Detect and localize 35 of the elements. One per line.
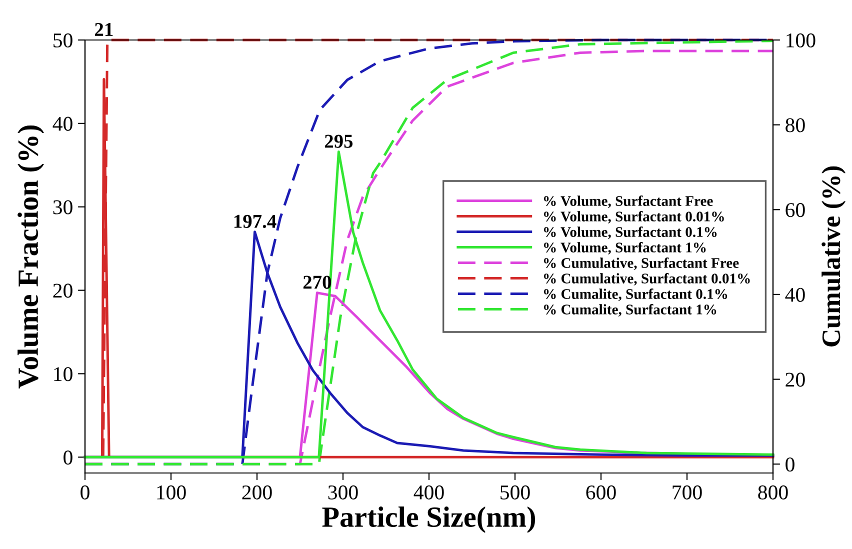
y-tick-label: 0 [64,450,72,465]
legend-label: % Cumulative, Surfactant Free [544,258,739,270]
legend-label: % Cumalite, Surfactant 0.1% [544,288,728,302]
legend-label: % Volume, Surfactant Free [544,196,713,208]
legend-label: % Volume, Surfactant 0.01% [544,211,724,224]
x-tick-label: 400 [414,485,444,500]
y-axis-title: Volume Fraction (%) [18,125,44,388]
x-tick-label: 0 [80,485,90,500]
legend-label: % Volume, Surfactant 1% [544,242,706,255]
x-tick-label: 200 [242,485,272,500]
y2-tick-label: 80 [786,118,805,132]
x-tick-label: 800 [758,485,788,500]
legend-label: % Volume, Surfactant 0.1% [544,226,717,240]
y2-tick-label: 60 [786,203,805,218]
x-tick-label: 700 [672,485,702,500]
annotation: 197.4 [234,214,276,228]
x-tick-label: 300 [328,485,358,500]
y2-axis-title: Cumulative (%) [822,166,846,346]
y2-tick-label: 100 [786,33,816,48]
y-tick-label: 20 [53,284,72,298]
y2-tick-label: 20 [786,372,805,387]
y-tick-label: 50 [54,33,72,48]
legend-label: % Cumalite, Surfactant 1% [544,304,716,317]
annotation: 21 [95,22,113,36]
legend-label: % Cumulative, Surfactant 0.01% [544,273,750,286]
annotation: 295 [324,134,353,148]
y-tick-label: 30 [53,200,72,214]
y-tick-label: 10 [54,367,72,382]
x-tick-label: 500 [500,485,530,500]
x-axis-title: Particle Size(nm) [322,506,536,533]
y2-tick-label: 0 [786,457,794,472]
y-tick-label: 40 [52,116,72,131]
x-tick-label: 100 [157,485,186,500]
y2-tick-label: 40 [785,288,805,302]
x-tick-label: 600 [586,485,616,500]
